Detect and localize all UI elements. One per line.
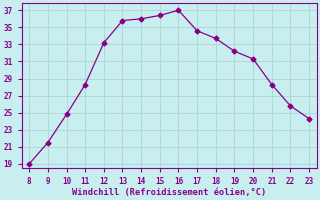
X-axis label: Windchill (Refroidissement éolien,°C): Windchill (Refroidissement éolien,°C) [72,188,266,197]
